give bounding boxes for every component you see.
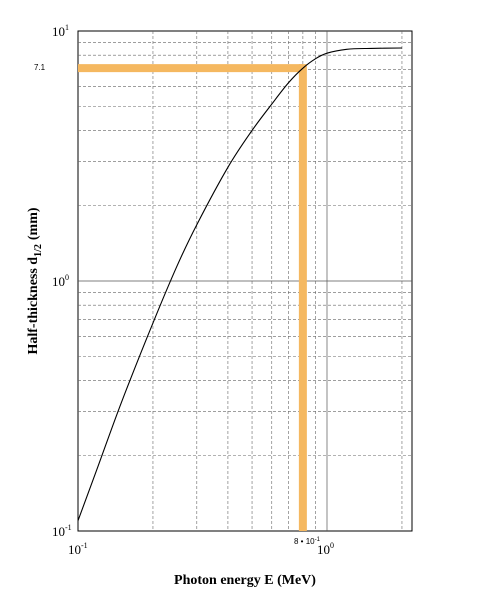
x-axis-label: Photon energy E (MeV)	[174, 573, 316, 588]
y-tick-label: 100	[52, 273, 69, 289]
tick-exponent: 0	[330, 541, 334, 550]
tick-base: 10	[68, 542, 81, 557]
tick-base: 10	[317, 542, 330, 557]
highlight-guides	[78, 64, 307, 531]
x-tick-label: 100	[317, 541, 334, 557]
tick-exponent: -1	[65, 523, 72, 532]
tick-base: 10	[52, 24, 65, 39]
x-tick-labels: 10-1 100	[68, 541, 334, 557]
tick-exponent: 1	[65, 23, 69, 32]
tick-base: 10	[52, 274, 65, 289]
x-highlight-label: 8 • 10-1	[294, 537, 321, 546]
tick-exponent: -1	[81, 541, 88, 550]
y-tick-label: 10-1	[52, 523, 72, 539]
tick-exponent: 0	[65, 273, 69, 282]
y-tick-label: 101	[52, 23, 69, 39]
y-axis-label: Half-thickness d1/2(mm)	[26, 207, 44, 354]
y-highlight-label: 7.1	[34, 63, 46, 72]
series-curve	[77, 47, 403, 521]
tick-base: 10	[52, 524, 65, 539]
x-tick-label: 10-1	[68, 541, 88, 557]
grid	[78, 31, 412, 531]
data-line	[77, 47, 403, 521]
